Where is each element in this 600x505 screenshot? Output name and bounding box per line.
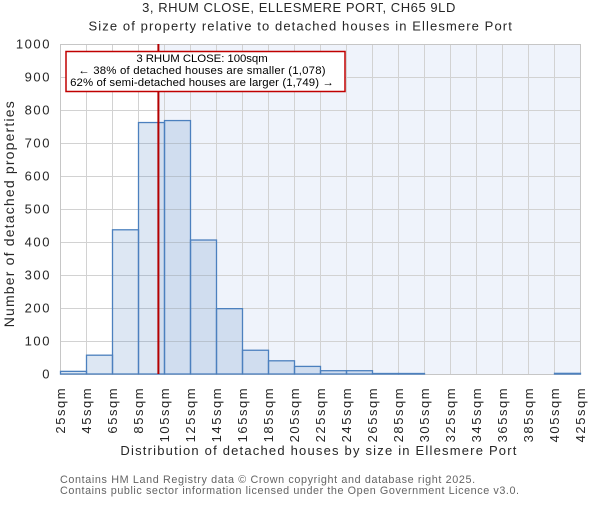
svg-text:85sqm: 85sqm xyxy=(131,387,146,434)
svg-text:125sqm: 125sqm xyxy=(183,387,198,443)
svg-text:100: 100 xyxy=(25,334,51,349)
svg-text:← 38% of detached houses are s: ← 38% of detached houses are smaller (1,… xyxy=(78,65,326,77)
svg-text:105sqm: 105sqm xyxy=(157,387,172,443)
svg-text:205sqm: 205sqm xyxy=(287,387,302,443)
svg-text:145sqm: 145sqm xyxy=(209,387,224,443)
svg-text:325sqm: 325sqm xyxy=(443,387,458,443)
svg-text:3, RHUM CLOSE, ELLESMERE PORT,: 3, RHUM CLOSE, ELLESMERE PORT, CH65 9LD xyxy=(142,0,456,15)
svg-text:Contains public sector informa: Contains public sector information licen… xyxy=(60,485,520,497)
svg-text:700: 700 xyxy=(25,136,51,151)
svg-text:400: 400 xyxy=(25,235,51,250)
svg-text:Size of property relative to d: Size of property relative to detached ho… xyxy=(88,18,512,33)
svg-text:3 RHUM CLOSE: 100sqm: 3 RHUM CLOSE: 100sqm xyxy=(136,53,267,65)
svg-text:800: 800 xyxy=(25,103,51,118)
svg-text:Number of detached properties: Number of detached properties xyxy=(1,100,17,327)
svg-text:300: 300 xyxy=(25,268,51,283)
svg-text:425sqm: 425sqm xyxy=(573,387,588,443)
svg-text:265sqm: 265sqm xyxy=(365,387,380,443)
svg-text:45sqm: 45sqm xyxy=(79,387,94,434)
svg-text:305sqm: 305sqm xyxy=(417,387,432,443)
svg-text:200: 200 xyxy=(25,301,51,316)
svg-text:62% of semi-detached houses ar: 62% of semi-detached houses are larger (… xyxy=(70,77,334,89)
svg-text:385sqm: 385sqm xyxy=(521,387,536,443)
svg-text:225sqm: 225sqm xyxy=(313,387,328,443)
svg-text:345sqm: 345sqm xyxy=(469,387,484,443)
svg-text:405sqm: 405sqm xyxy=(547,387,562,443)
svg-text:1000: 1000 xyxy=(16,37,51,52)
svg-text:285sqm: 285sqm xyxy=(391,387,406,443)
svg-text:Distribution of detached house: Distribution of detached houses by size … xyxy=(120,443,517,458)
svg-text:25sqm: 25sqm xyxy=(53,387,68,434)
svg-text:365sqm: 365sqm xyxy=(495,387,510,443)
svg-text:185sqm: 185sqm xyxy=(261,387,276,443)
svg-text:600: 600 xyxy=(25,169,51,184)
svg-text:0: 0 xyxy=(42,367,51,382)
svg-text:900: 900 xyxy=(25,70,51,85)
svg-text:65sqm: 65sqm xyxy=(105,387,120,434)
svg-text:Contains HM Land Registry data: Contains HM Land Registry data © Crown c… xyxy=(60,474,476,486)
svg-text:245sqm: 245sqm xyxy=(339,387,354,443)
svg-text:500: 500 xyxy=(25,202,51,217)
svg-text:165sqm: 165sqm xyxy=(235,387,250,443)
